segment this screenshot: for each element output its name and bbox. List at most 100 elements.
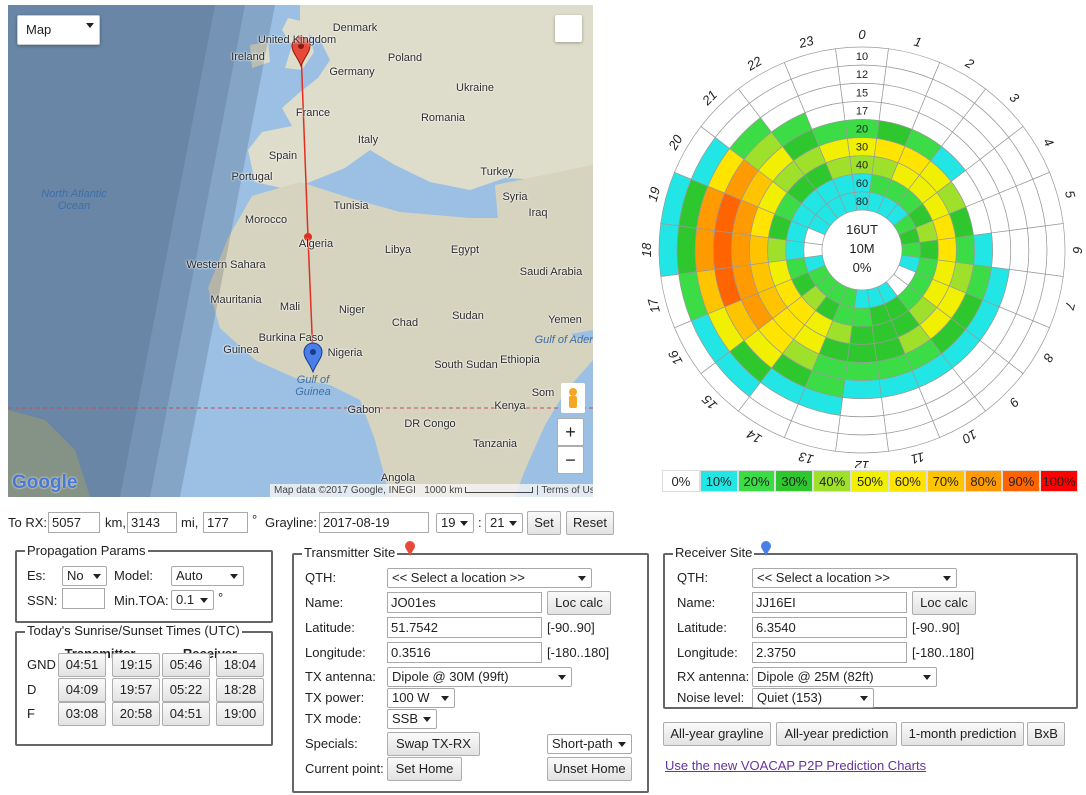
ring-label: 40	[856, 160, 868, 172]
text: Model:	[114, 568, 154, 583]
legend-swatch: 80%	[964, 470, 1003, 492]
hour-label: 23	[796, 33, 816, 52]
text: Name:	[305, 595, 344, 610]
text: Longitude:	[305, 645, 366, 660]
heat-cell	[849, 325, 875, 345]
country-label: Western Sahara	[186, 259, 266, 271]
input[interactable]: 3143	[127, 512, 177, 533]
button[interactable]: 04:51	[58, 653, 106, 677]
button[interactable]: 18:04	[216, 653, 264, 677]
link[interactable]: Use the new VOACAP P2P Prediction Charts	[665, 758, 927, 773]
button[interactable]: 20:58	[112, 702, 160, 726]
map-type-select[interactable]: Map	[17, 15, 100, 45]
button[interactable]: Loc calc	[547, 591, 611, 615]
select[interactable]: Auto	[171, 566, 244, 586]
legend-swatch: 20%	[737, 470, 776, 492]
select[interactable]: Dipole @ 30M (99ft)	[387, 667, 572, 687]
hour-label: 14	[744, 427, 764, 447]
select[interactable]: 19	[436, 513, 474, 533]
country-label: Guinea	[223, 344, 259, 356]
button[interactable]: BxB	[1027, 722, 1065, 746]
hour-label: 4	[1040, 135, 1057, 149]
country-label: France	[295, 107, 331, 119]
country-label: Egypt	[450, 244, 480, 256]
button[interactable]: 05:22	[162, 678, 210, 702]
legend-swatch: 50%	[851, 470, 889, 492]
land-arabia	[495, 165, 593, 335]
country-label: Kenya	[494, 400, 526, 412]
zoom-in[interactable]: +	[557, 418, 584, 446]
rx-pin-icon	[761, 541, 771, 556]
button[interactable]: Reset	[566, 511, 614, 535]
hour-label: 1	[912, 34, 923, 50]
select[interactable]: << Select a location >>	[387, 568, 592, 588]
button[interactable]: 05:46	[162, 653, 210, 677]
country-label: Portugal	[231, 171, 273, 183]
pegman[interactable]	[561, 383, 585, 413]
button[interactable]: Unset Home	[547, 757, 632, 781]
button[interactable]: 19:00	[216, 702, 264, 726]
country-label: Ireland	[231, 51, 265, 63]
button[interactable]: All-year prediction	[776, 722, 897, 746]
terms[interactable]: Terms of Use	[541, 485, 593, 496]
select[interactable]: SSB	[387, 709, 437, 729]
rx-marker[interactable]	[303, 342, 323, 374]
fieldset-title: Receiver Site	[673, 545, 755, 560]
fullscreen-button[interactable]	[555, 15, 582, 42]
country-label: Mauritania	[210, 294, 262, 306]
heat-cell	[937, 237, 957, 263]
ring-label: 20	[856, 124, 868, 136]
night-shade-3	[8, 5, 215, 497]
input[interactable]: JO01es	[387, 592, 542, 613]
button[interactable]: Swap TX-RX	[387, 732, 480, 756]
button[interactable]: 1-month prediction	[901, 722, 1024, 746]
text: Current point:	[305, 761, 384, 776]
button[interactable]: Set Home	[387, 757, 462, 781]
button[interactable]: Loc calc	[912, 591, 976, 615]
button[interactable]: 03:08	[58, 702, 106, 726]
button[interactable]: 18:28	[216, 678, 264, 702]
select[interactable]: 100 W	[387, 688, 455, 708]
country-label: Denmark	[332, 22, 378, 34]
input[interactable]: 0.3516	[387, 642, 542, 663]
country-label: Som	[531, 387, 555, 399]
input[interactable]	[62, 588, 105, 609]
hour-label: 20	[665, 132, 686, 154]
legend-swatch: 100%	[1040, 470, 1078, 492]
zoom-out[interactable]: −	[557, 446, 584, 474]
button[interactable]: All-year grayline	[663, 722, 771, 746]
text: TX antenna:	[305, 669, 376, 684]
receiver-fieldset	[663, 553, 1078, 709]
sea-label: Gulf of Guinea	[295, 374, 331, 398]
text: QTH:	[677, 570, 709, 585]
text: Noise level:	[677, 690, 745, 705]
button[interactable]: 04:51	[162, 702, 210, 726]
button[interactable]: Set	[527, 511, 561, 535]
button[interactable]: 19:15	[112, 653, 160, 677]
select[interactable]: 21	[485, 513, 523, 533]
text: TX mode:	[305, 711, 362, 726]
select[interactable]: Quiet (153)	[752, 688, 874, 708]
input[interactable]: JJ16EI	[752, 592, 907, 613]
land-ireland	[250, 42, 270, 68]
input[interactable]: 177	[203, 512, 248, 533]
select[interactable]: 0.1	[171, 590, 214, 610]
land-south-america	[8, 410, 90, 497]
tx-marker[interactable]	[291, 36, 311, 68]
input[interactable]: 6.3540	[752, 617, 907, 638]
input[interactable]: 2.3750	[752, 642, 907, 663]
text: Grayline:	[265, 515, 318, 530]
select[interactable]: Short-path	[547, 734, 632, 754]
button[interactable]: 19:57	[112, 678, 160, 702]
select[interactable]: << Select a location >>	[752, 568, 957, 588]
center-label: 0%	[853, 260, 872, 275]
map[interactable]: Denmark Ireland United Kingdom Poland German…	[8, 5, 593, 497]
input[interactable]: 2017-08-19	[319, 512, 429, 533]
heat-cell	[973, 232, 993, 268]
input[interactable]: 51.7542	[387, 617, 542, 638]
button[interactable]: 04:09	[58, 678, 106, 702]
select[interactable]: No	[62, 566, 107, 586]
select[interactable]: Dipole @ 25M (82ft)	[752, 667, 937, 687]
hour-label: 19	[645, 185, 663, 203]
input[interactable]: 5057	[48, 512, 100, 533]
